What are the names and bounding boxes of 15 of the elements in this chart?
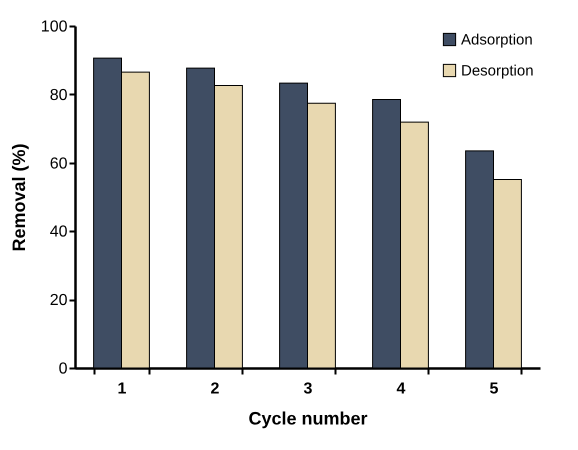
x-tick-label: 5	[490, 380, 499, 398]
x-tick-label: 2	[210, 380, 220, 398]
y-tick-label: 100	[40, 18, 68, 36]
legend-label: Desorption	[461, 62, 534, 80]
y-tick-label: 40	[50, 224, 68, 241]
x-tick-label: 3	[304, 380, 313, 398]
y-tick-label: 80	[50, 86, 68, 104]
x-tick-label: 4	[396, 380, 406, 398]
y-tick-label: 60	[50, 155, 68, 172]
y-tick-label: 0	[58, 360, 68, 378]
x-tick-label: 1	[118, 380, 127, 398]
y-tick-label: 20	[50, 292, 68, 310]
x-axis-title: Cycle number	[248, 408, 368, 428]
y-axis-title: Removal (%)	[8, 143, 29, 252]
legend-label: Adsorption	[461, 32, 533, 48]
